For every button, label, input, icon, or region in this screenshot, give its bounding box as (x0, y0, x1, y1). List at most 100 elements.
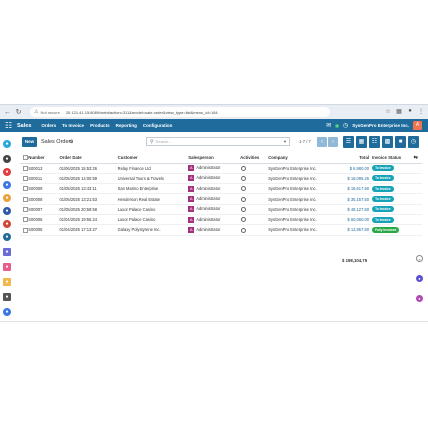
menu-reporting[interactable]: Reporting (115, 123, 137, 128)
activity-view-button[interactable]: ◷ (408, 136, 419, 148)
pager-next-button[interactable]: › (328, 137, 338, 147)
activity-clock-icon[interactable] (241, 186, 247, 192)
user-avatar[interactable]: A (413, 121, 422, 130)
star-icon[interactable]: ☆ (385, 109, 391, 115)
menu-configuration[interactable]: Configuration (142, 123, 173, 128)
kanban-view-button[interactable]: ▦ (356, 136, 367, 148)
extensions-icon[interactable]: ▦ (396, 109, 402, 115)
list-view-button[interactable]: ☰ (343, 136, 354, 148)
activity-clock-icon[interactable] (241, 176, 247, 182)
column-customer[interactable]: Customer (117, 153, 189, 164)
user-icon[interactable]: ● (3, 155, 11, 163)
cell-activities[interactable] (240, 214, 269, 226)
cell-invoice-status: To Invoice (372, 214, 414, 226)
cell-total: $ 18,095.25 (340, 173, 373, 185)
activity-clock-icon[interactable] (241, 227, 247, 233)
column-invoice-status[interactable]: Invoice Status (372, 153, 414, 164)
cell-activities[interactable] (240, 173, 269, 185)
mail-icon[interactable]: ● (3, 220, 11, 228)
cell-order-date: 01/05/2025 20:59:58 (59, 204, 118, 215)
reload-icon[interactable]: ↻ (15, 108, 22, 116)
notes-icon[interactable]: ● (3, 278, 11, 286)
cell-invoice-status: To Invoice (372, 204, 414, 215)
row-checkbox[interactable] (20, 214, 29, 226)
row-checkbox[interactable] (20, 204, 29, 215)
cell-invoice-status: To Invoice (372, 173, 414, 185)
cell-activities[interactable] (240, 224, 269, 236)
activity-clock-icon[interactable] (241, 196, 247, 202)
column-salesperson[interactable]: Salesperson (188, 153, 241, 164)
table-row[interactable]: S00007 01/05/2025 20:59:58 Luxor Palace … (20, 204, 422, 215)
record-icon[interactable]: ● (3, 168, 11, 176)
cell-invoice-status: Fully Invoiced (372, 224, 414, 236)
table-row[interactable]: S00013 01/06/2025 15:53:26 Relay Finance… (20, 163, 422, 174)
row-checkbox[interactable] (20, 224, 29, 236)
menu-products[interactable]: Products (90, 123, 110, 128)
docs-icon[interactable]: ● (3, 248, 11, 256)
gear-icon[interactable]: ⚙ (69, 139, 74, 145)
chat-bubble-icon[interactable]: ● (3, 140, 11, 148)
activity-clock-icon[interactable] (241, 207, 247, 213)
cell-customer: Relay Finance Ltd (117, 163, 189, 174)
chat-icon[interactable]: ✉ (326, 123, 332, 129)
graph-view-button[interactable]: ■ (395, 136, 406, 148)
column-company[interactable]: Company (268, 153, 341, 164)
table-row[interactable]: S00006 01/04/2025 19:56:24 Luxor Palace … (20, 214, 422, 226)
search-input[interactable]: ⚲ Search... ▼ (146, 137, 290, 146)
back-icon[interactable]: ← (4, 108, 11, 116)
pager-prev-button[interactable]: ‹ (317, 137, 327, 147)
cell-number: S00005 (28, 224, 60, 236)
column-settings-icon[interactable]: ⇆ (413, 153, 422, 164)
address-bar[interactable]: ⚠ Not secure 20.121.41.15:8069/web#actio… (30, 107, 330, 117)
page-title: Sales Orders (41, 139, 74, 145)
app-name[interactable]: Sales (17, 122, 32, 129)
file-icon[interactable]: ● (3, 293, 11, 301)
clock-icon[interactable]: ◷ (342, 123, 349, 129)
drive-icon[interactable]: ● (3, 308, 11, 316)
row-checkbox[interactable] (20, 183, 29, 195)
cell-activities[interactable] (240, 163, 269, 174)
profile-icon[interactable]: ● (408, 108, 412, 114)
apps-menu-icon[interactable]: ☷ (5, 120, 13, 130)
caret-down-icon[interactable]: ▼ (283, 139, 287, 144)
chrome-icon[interactable]: ● (3, 194, 11, 202)
status-badge: To Invoice (372, 175, 394, 182)
menu-orders[interactable]: Orders (41, 123, 57, 128)
social-icon[interactable]: ● (3, 207, 11, 215)
copilot-icon[interactable]: ● (416, 295, 423, 302)
apps-icon[interactable]: ● (3, 263, 11, 271)
column-total[interactable]: Total (340, 153, 373, 164)
cell-activities[interactable] (240, 204, 269, 215)
cell-invoice-status: To Invoice (372, 183, 414, 195)
status-badge: To Invoice (372, 206, 394, 213)
menu-to-invoice[interactable]: To Invoice (62, 123, 85, 128)
add-icon[interactable]: + (416, 255, 423, 262)
cell-total: $ 12,957.50 (340, 224, 373, 236)
table-row[interactable]: S00011 01/05/2025 14:00:59 Universal Tou… (20, 173, 422, 185)
company-switcher[interactable]: SysGenPro Enterprise Inc. (352, 123, 409, 128)
pivot-view-button[interactable]: ▩ (382, 136, 393, 148)
table-row[interactable]: S00008 01/05/2025 13:21:53 Henderson Rea… (20, 193, 422, 205)
row-checkbox[interactable] (20, 163, 29, 174)
select-all-checkbox[interactable] (20, 153, 29, 164)
app-navbar: ☷ Sales Orders To Invoice Products Repor… (0, 119, 428, 132)
assistant-icon[interactable]: ● (416, 275, 423, 282)
row-checkbox[interactable] (20, 193, 29, 205)
cell-number: S00009 (28, 183, 60, 195)
column-order-date[interactable]: Order Date (59, 153, 118, 164)
column-activities[interactable]: Activities (240, 153, 269, 164)
calendar-view-button[interactable]: ☷ (369, 136, 380, 148)
globe-icon[interactable]: ● (3, 181, 11, 189)
table-row[interactable]: S00009 01/05/2025 13:43:11 San Marino En… (20, 183, 422, 195)
column-number[interactable]: Number (28, 153, 60, 164)
new-button[interactable]: New (22, 137, 37, 147)
activity-clock-icon[interactable] (241, 217, 247, 223)
activity-clock-icon[interactable] (241, 165, 247, 171)
calendar-icon[interactable]: ● (3, 233, 11, 241)
row-checkbox[interactable] (20, 173, 29, 185)
more-icon[interactable]: ⋮ (418, 109, 424, 115)
pager-value[interactable]: 1-7 / 7 (299, 139, 311, 144)
table-row[interactable]: S00005 01/04/2025 17:13:27 Galaxy Polyst… (20, 224, 422, 236)
cell-activities[interactable] (240, 193, 269, 205)
cell-activities[interactable] (240, 183, 269, 195)
